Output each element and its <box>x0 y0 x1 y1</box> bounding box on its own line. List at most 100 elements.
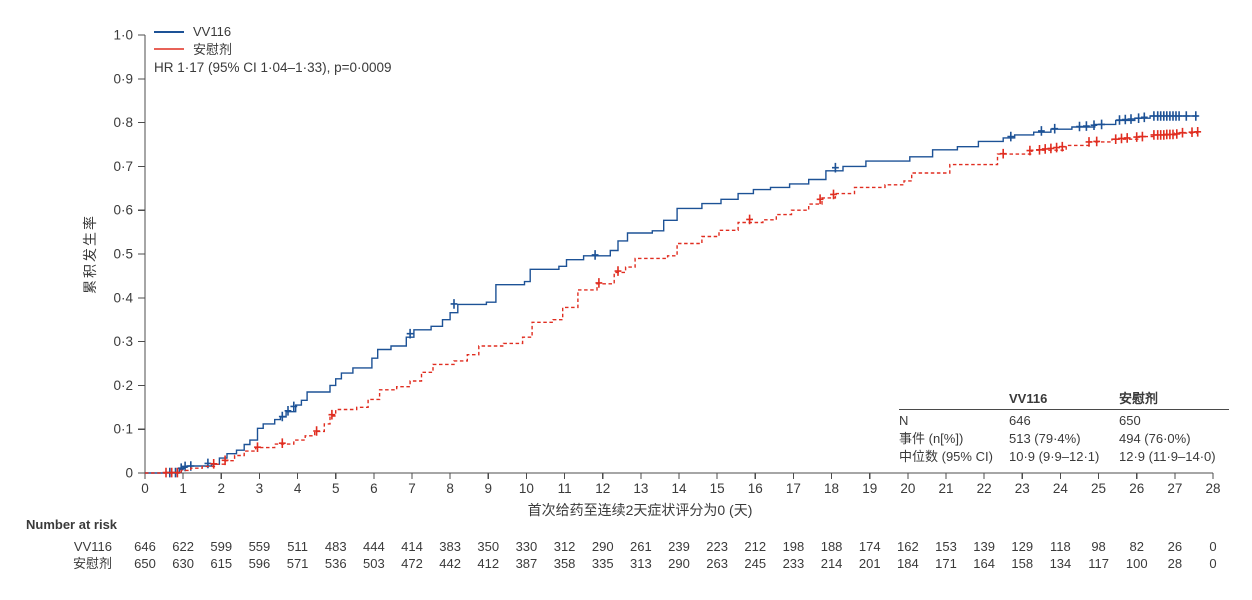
risk-value: 290 <box>668 556 690 571</box>
risk-value: 198 <box>783 539 805 554</box>
risk-value: 261 <box>630 539 652 554</box>
y-tick-label: 0·6 <box>113 203 133 218</box>
number-at-risk-title: Number at risk <box>26 517 118 532</box>
risk-value: 358 <box>554 556 576 571</box>
risk-value: 117 <box>1088 556 1109 571</box>
risk-value: 630 <box>172 556 194 571</box>
y-tick-label: 0·1 <box>113 422 133 437</box>
legend-label-placebo: 安慰剂 <box>193 42 233 57</box>
x-tick-label: 22 <box>977 481 992 496</box>
risk-value: 129 <box>1011 539 1033 554</box>
x-tick-label: 1 <box>179 481 187 496</box>
x-tick-label: 8 <box>446 481 454 496</box>
x-tick-label: 26 <box>1129 481 1144 496</box>
vv116-curve <box>145 115 1198 474</box>
x-axis-title: 首次给药至连续2天症状评分为0 (天) <box>527 502 753 518</box>
risk-value: 330 <box>516 539 538 554</box>
stats-value-placebo: 12·9 (11·9–14·0) <box>1119 449 1216 464</box>
stats-row-label: 中位数 (95% CI) <box>899 449 993 464</box>
risk-value: 0 <box>1209 539 1216 554</box>
risk-value: 158 <box>1011 556 1033 571</box>
x-tick-label: 24 <box>1053 481 1069 496</box>
stats-header-vv116: VV116 <box>1009 391 1048 406</box>
placebo-line-swatch-icon <box>154 47 184 50</box>
risk-value: 536 <box>325 556 347 571</box>
risk-value: 503 <box>363 556 385 571</box>
stats-header-row: VV116 安慰剂 <box>899 390 1229 410</box>
stats-row-events: 事件 (n[%]) 513 (79·4%) 494 (76·0%) <box>899 430 1229 448</box>
y-tick-label: 0·8 <box>113 115 133 130</box>
x-tick-label: 0 <box>141 481 149 496</box>
risk-value: 350 <box>477 539 499 554</box>
risk-value: 239 <box>668 539 690 554</box>
risk-value: 118 <box>1050 539 1071 554</box>
risk-value: 483 <box>325 539 347 554</box>
risk-value: 383 <box>439 539 461 554</box>
stats-row-label: N <box>899 413 909 428</box>
summary-stats-table: VV116 安慰剂 N 646 650 事件 (n[%]) 513 (79·4%… <box>899 390 1229 466</box>
x-tick-label: 15 <box>710 481 725 496</box>
risk-value: 98 <box>1091 539 1105 554</box>
risk-value: 100 <box>1126 556 1148 571</box>
placebo-curve <box>145 131 1199 474</box>
risk-value: 646 <box>134 539 156 554</box>
risk-value: 412 <box>477 556 499 571</box>
risk-value: 174 <box>859 539 881 554</box>
x-tick-label: 20 <box>900 481 915 496</box>
y-tick-label: 0·3 <box>113 334 133 349</box>
risk-value: 82 <box>1129 539 1143 554</box>
stats-row-n: N 646 650 <box>899 412 1229 430</box>
risk-value: 387 <box>516 556 538 571</box>
risk-value: 134 <box>1050 556 1072 571</box>
y-tick-label: 0·9 <box>113 71 133 86</box>
x-tick-label: 12 <box>595 481 610 496</box>
risk-value: 139 <box>973 539 995 554</box>
hazard-ratio-annotation: HR 1·17 (95% CI 1·04–1·33), p=0·0009 <box>154 60 392 75</box>
risk-value: 571 <box>287 556 309 571</box>
stats-row-median: 中位数 (95% CI) 10·9 (9·9–12·1) 12·9 (11·9–… <box>899 448 1229 466</box>
x-tick-label: 6 <box>370 481 378 496</box>
x-tick-label: 17 <box>786 481 801 496</box>
y-tick-label: 0·2 <box>113 378 133 393</box>
risk-value: 26 <box>1168 539 1182 554</box>
y-tick-label: 0·4 <box>113 290 133 305</box>
risk-value: 599 <box>210 539 232 554</box>
y-tick-label: 0 <box>125 466 133 481</box>
y-tick-label: 0·5 <box>113 247 133 262</box>
x-tick-label: 27 <box>1167 481 1182 496</box>
risk-value: 214 <box>821 556 843 571</box>
stats-value-vv116: 513 (79·4%) <box>1009 431 1081 446</box>
stats-value-placebo: 494 (76·0%) <box>1119 431 1191 446</box>
risk-value: 184 <box>897 556 919 571</box>
x-tick-label: 10 <box>519 481 534 496</box>
x-tick-label: 16 <box>748 481 763 496</box>
vv116-line-swatch-icon <box>154 30 184 33</box>
risk-value: 312 <box>554 539 576 554</box>
stats-header-placebo: 安慰剂 <box>1119 391 1159 406</box>
x-tick-label: 19 <box>862 481 877 496</box>
y-axis-title: 累积发生率 <box>82 214 98 294</box>
risk-value: 650 <box>134 556 156 571</box>
stats-value-placebo: 650 <box>1119 413 1141 428</box>
x-tick-label: 21 <box>938 481 953 496</box>
risk-value: 511 <box>287 539 308 554</box>
x-tick-label: 4 <box>294 481 302 496</box>
x-tick-label: 9 <box>485 481 493 496</box>
risk-value: 472 <box>401 556 423 571</box>
stats-value-vv116: 646 <box>1009 413 1031 428</box>
risk-value: 223 <box>706 539 728 554</box>
risk-value: 0 <box>1209 556 1216 571</box>
stats-row-label: 事件 (n[%]) <box>899 431 964 446</box>
risk-value: 622 <box>172 539 194 554</box>
risk-value: 153 <box>935 539 957 554</box>
risk-value: 171 <box>935 556 957 571</box>
legend-item-placebo: 安慰剂 <box>154 40 392 57</box>
risk-value: 245 <box>744 556 766 571</box>
risk-row-label-placebo: 安慰剂 <box>73 556 112 571</box>
x-tick-label: 13 <box>633 481 648 496</box>
risk-value: 201 <box>859 556 881 571</box>
risk-value: 188 <box>821 539 843 554</box>
risk-value: 444 <box>363 539 385 554</box>
risk-value: 28 <box>1168 556 1182 571</box>
